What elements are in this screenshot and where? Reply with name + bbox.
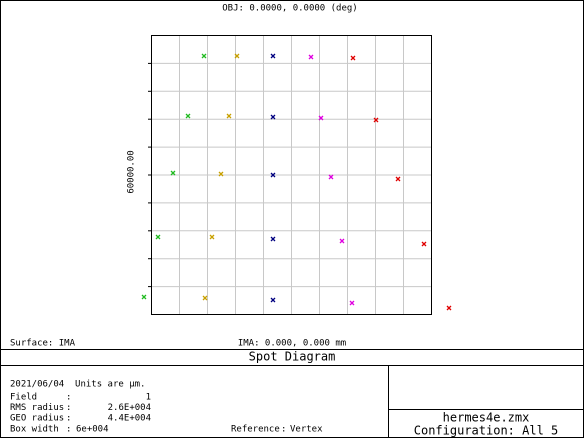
spot-core — [320, 117, 322, 119]
spot-core — [310, 56, 312, 58]
spot-core — [375, 119, 377, 121]
spot-core — [204, 297, 206, 299]
surface-label: Surface: IMA — [10, 339, 76, 349]
scale-label: 60000.00 — [127, 150, 137, 193]
spot-core — [272, 299, 274, 301]
reference-colon: : — [281, 425, 286, 435]
info-value: 4.4E+004 — [108, 414, 151, 424]
spot-core — [172, 172, 174, 174]
spot-core — [272, 116, 274, 118]
spot-core — [423, 243, 425, 245]
spot-core — [220, 173, 222, 175]
info-value: 1 — [146, 393, 151, 403]
spot-core — [187, 115, 189, 117]
spot-core — [397, 178, 399, 180]
object-label: OBJ: 0.0000, 0.0000 (deg) — [222, 4, 357, 14]
info-label: RMS radius — [10, 403, 64, 413]
spot-core — [448, 307, 450, 309]
spot-core — [143, 296, 145, 298]
spot-core — [236, 55, 238, 57]
image-label: IMA: 0.000, 0.000 mm — [238, 339, 346, 349]
spot-core — [211, 236, 213, 238]
diagram-title: Spot Diagram — [249, 350, 336, 364]
info-colon: : — [66, 414, 71, 424]
spot-core — [272, 55, 274, 57]
spots — [141, 53, 452, 311]
info-colon: : — [66, 424, 71, 434]
info-rows: Field: 1 RMS radius: 2.6E+004 GEO radius: 4.4… — [10, 393, 151, 435]
info-label: Box width — [10, 424, 59, 434]
spot-core — [341, 240, 343, 242]
date-units: 2021/06/04 Units are µm. — [10, 380, 145, 390]
spot-core — [228, 115, 230, 117]
spot-core — [272, 238, 274, 240]
plot-box — [151, 35, 432, 315]
configuration: Configuration: All 5 — [414, 424, 559, 438]
info-label: GEO radius — [10, 414, 64, 424]
info-value: 6e+004 — [76, 424, 109, 434]
info-value: 2.6E+004 — [108, 403, 151, 413]
info-label: Field — [10, 393, 37, 403]
spot-core — [351, 302, 353, 304]
reference-label: Reference — [231, 425, 280, 435]
spot-core — [157, 236, 159, 238]
spot-core — [272, 174, 274, 176]
info-colon: : — [66, 403, 71, 413]
spot-core — [330, 176, 332, 178]
reference-value: Vertex — [290, 425, 323, 435]
plot-grid — [148, 35, 431, 314]
file-name: hermes4e.zmx — [443, 411, 530, 425]
info-colon: : — [66, 393, 71, 403]
spot-core — [203, 55, 205, 57]
spot-core — [352, 57, 354, 59]
